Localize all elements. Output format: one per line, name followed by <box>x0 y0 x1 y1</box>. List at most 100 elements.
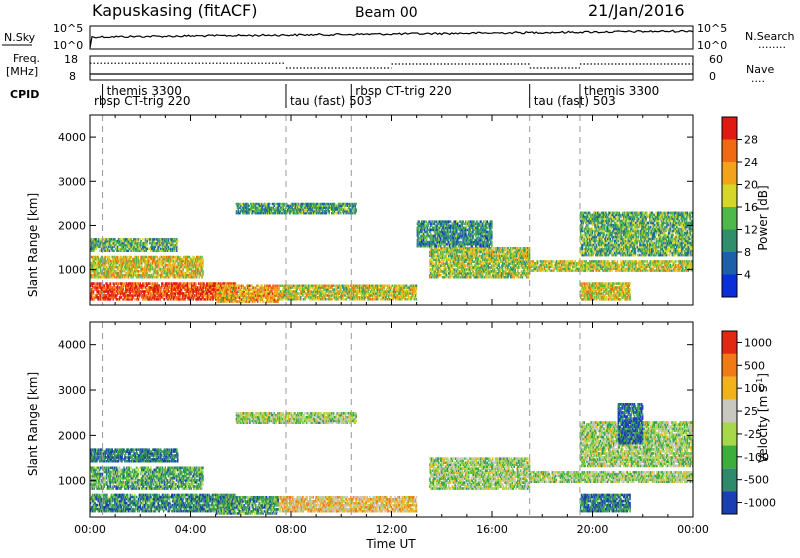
heatmap-cell <box>405 298 407 301</box>
heatmap-cell <box>130 256 132 259</box>
heatmap-cell <box>275 207 277 209</box>
heatmap-cell <box>197 286 199 289</box>
heatmap-cell <box>173 256 175 259</box>
heatmap-cell <box>343 298 345 301</box>
heatmap-cell <box>440 274 442 277</box>
heatmap-cell <box>325 298 327 301</box>
heatmap-cell <box>154 238 156 241</box>
nave-legend: .... <box>751 72 765 85</box>
freq-label-line1: Freq. <box>13 52 40 65</box>
beam-label: Beam 00 <box>355 5 418 21</box>
heatmap-cell <box>134 298 136 301</box>
date-label: 21/Jan/2016 <box>588 1 685 20</box>
heatmap-cell <box>283 203 285 205</box>
heatmap-cell <box>138 256 140 259</box>
heatmap-cell <box>97 282 99 285</box>
heatmap-cell <box>177 240 179 243</box>
heatmap-cell <box>127 256 129 259</box>
heatmap-cell <box>193 256 195 259</box>
heatmap-cell <box>114 238 116 241</box>
cpid-label: CPID <box>10 88 39 101</box>
heatmap-cell <box>174 256 176 259</box>
heatmap-cell <box>355 208 357 210</box>
heatmap-cell <box>138 238 140 241</box>
heatmap-cell <box>355 203 357 205</box>
heatmap-cell <box>110 282 112 285</box>
heatmap-cell <box>121 296 123 299</box>
heatmap-cell <box>300 296 302 299</box>
heatmap-cell <box>465 264 467 267</box>
cpid-mode-label: rbsp CT-trig 220 <box>355 84 451 98</box>
heatmap-cell <box>416 298 418 301</box>
heatmap-cell <box>391 290 393 293</box>
heatmap-cell <box>237 300 239 303</box>
nsky-series-line <box>90 30 693 48</box>
heatmap-cell <box>280 203 282 205</box>
heatmap-cell <box>189 282 191 285</box>
heatmap-cell <box>240 203 242 205</box>
heatmap-cell <box>297 292 299 295</box>
heatmap-cell <box>164 298 166 301</box>
cpid-mode-label: themis 3300 <box>584 84 659 98</box>
heatmap-cell <box>164 256 166 259</box>
sky-left-tick-top: 10^5 <box>53 22 83 35</box>
station-title: Kapuskasing (fitACF) <box>92 1 257 20</box>
heatmap-cell <box>99 238 101 241</box>
heatmap-cell <box>387 285 389 288</box>
heatmap-cell <box>99 250 101 253</box>
heatmap-cell <box>239 285 241 288</box>
sky-right-tick-top: 10^5 <box>697 22 727 35</box>
heatmap-cell <box>328 210 330 212</box>
sky-right-legend: ........ <box>758 38 786 51</box>
heatmap-cell <box>416 285 418 288</box>
heatmap-cell <box>143 282 145 285</box>
heatmap-cell <box>195 282 197 285</box>
sky-left-tick-bottom: 10^0 <box>53 39 83 52</box>
heatmap-cell <box>118 282 120 285</box>
heatmap-cell <box>390 298 392 301</box>
heatmap-cell <box>230 285 232 288</box>
heatmap-cell <box>202 258 204 261</box>
heatmap-cell <box>401 285 403 288</box>
heatmap-cell <box>147 248 149 251</box>
heatmap-cell <box>136 256 138 259</box>
heatmap-cell <box>416 292 418 295</box>
heatmap-cell <box>109 256 111 259</box>
heatmap-cell <box>288 285 290 288</box>
heatmap-cell <box>370 298 372 301</box>
heatmap-cell <box>275 285 277 288</box>
heatmap-cell <box>177 248 179 251</box>
heatmap-cell <box>142 238 144 241</box>
heatmap-cell <box>104 256 106 259</box>
heatmap-cell <box>109 250 111 253</box>
freq-nave-series <box>90 63 693 74</box>
heatmap-cell <box>118 258 120 261</box>
heatmap-cell <box>269 203 271 205</box>
heatmap-cell <box>202 270 204 273</box>
heatmap-cell <box>248 205 250 207</box>
heatmap-cell <box>168 282 170 285</box>
cpid-mode-label: themis 3300 <box>107 84 182 98</box>
nave-tick-bottom: 0 <box>709 70 716 83</box>
heatmap-cell <box>331 298 333 301</box>
heatmap-cell <box>149 282 151 285</box>
heatmap-cell <box>198 282 200 285</box>
heatmap-cell <box>219 294 221 297</box>
sky-right-tick-bottom: 10^0 <box>697 39 727 52</box>
heatmap-cell <box>121 238 123 241</box>
heatmap-cell <box>333 285 335 288</box>
heatmap-cell <box>113 250 115 253</box>
heatmap-cell <box>122 282 124 285</box>
sky-left-label: N.Sky <box>4 31 36 44</box>
heatmap-cell <box>343 285 345 288</box>
heatmap-cell <box>392 285 394 288</box>
freq-tick-top: 18 <box>64 53 78 66</box>
heatmap-cell <box>273 285 275 288</box>
heatmap-cell <box>168 290 170 293</box>
heatmap-cell <box>170 248 172 251</box>
heatmap-cell <box>138 270 140 273</box>
heatmap-cell <box>93 290 95 293</box>
heatmap-cell <box>263 300 265 303</box>
